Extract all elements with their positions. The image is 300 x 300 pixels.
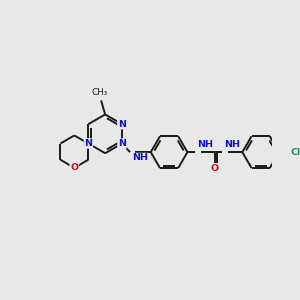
Text: NH: NH	[197, 140, 213, 149]
Text: NH: NH	[224, 140, 240, 149]
Text: NH: NH	[132, 153, 148, 162]
Text: O: O	[211, 164, 219, 173]
Text: N: N	[118, 139, 126, 148]
Text: N: N	[84, 139, 92, 148]
Text: N: N	[118, 120, 126, 129]
Text: CH₃: CH₃	[92, 88, 108, 97]
Text: Cl: Cl	[290, 148, 300, 157]
Text: O: O	[70, 163, 78, 172]
